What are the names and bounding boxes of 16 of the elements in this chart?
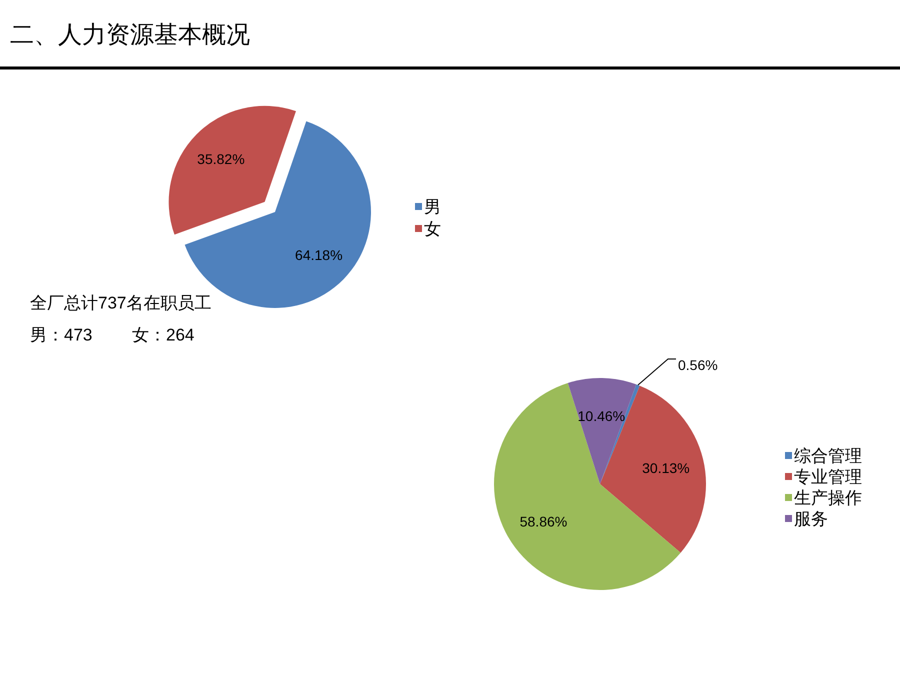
legend-label: 综合管理: [794, 446, 862, 466]
data-label: 64.18%: [295, 247, 343, 264]
data-label: 10.46%: [578, 408, 626, 424]
legend-label: 生产操作: [794, 488, 862, 508]
chart-title: 二、人力资源基本概况: [10, 22, 250, 48]
text: 女：264: [132, 326, 194, 344]
data-label: 35.82%: [197, 150, 245, 167]
data-label: 0.56%: [678, 357, 718, 374]
text: 全厂总计737名在职员工: [30, 294, 212, 312]
text: 男：473: [30, 326, 92, 344]
legend-label: 专业管理: [794, 468, 862, 486]
legend-label: 男: [424, 198, 441, 216]
legend-label: 服务: [794, 510, 828, 528]
legend-label: 女: [424, 220, 441, 238]
data-label: 58.86%: [520, 514, 568, 530]
data-label: 30.13%: [642, 460, 690, 476]
